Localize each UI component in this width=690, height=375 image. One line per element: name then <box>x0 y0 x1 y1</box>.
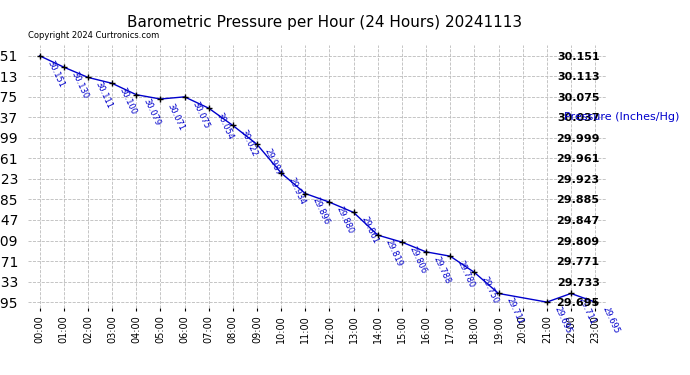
Text: 29.695: 29.695 <box>553 305 573 335</box>
Text: 30.075: 30.075 <box>190 100 210 130</box>
Text: 30.151: 30.151 <box>46 58 66 88</box>
Text: 29.750: 29.750 <box>480 275 500 305</box>
Text: 29.861: 29.861 <box>359 215 380 245</box>
Text: 29.695: 29.695 <box>601 305 621 335</box>
Text: 29.711: 29.711 <box>504 296 524 326</box>
Text: 30.071: 30.071 <box>166 102 186 132</box>
Text: 30.054: 30.054 <box>215 111 235 141</box>
Text: 29.880: 29.880 <box>335 205 355 235</box>
Text: 29.934: 29.934 <box>287 176 307 206</box>
Text: 30.130: 30.130 <box>70 70 90 100</box>
Text: 29.780: 29.780 <box>456 259 476 289</box>
Text: 29.987: 29.987 <box>263 147 283 177</box>
Text: Barometric Pressure per Hour (24 Hours) 20241113: Barometric Pressure per Hour (24 Hours) … <box>127 15 522 30</box>
Text: 29.806: 29.806 <box>408 245 428 275</box>
Text: 30.111: 30.111 <box>94 80 114 110</box>
Text: 30.079: 30.079 <box>142 98 162 128</box>
Text: 29.788: 29.788 <box>432 255 452 285</box>
Text: 29.896: 29.896 <box>311 196 331 226</box>
Text: 29.819: 29.819 <box>384 238 404 268</box>
Text: Pressure (Inches/Hg): Pressure (Inches/Hg) <box>564 112 680 123</box>
Text: Copyright 2024 Curtronics.com: Copyright 2024 Curtronics.com <box>28 31 159 40</box>
Text: 30.022: 30.022 <box>239 128 259 158</box>
Text: 30.100: 30.100 <box>118 86 138 116</box>
Text: 29.711: 29.711 <box>577 296 597 326</box>
